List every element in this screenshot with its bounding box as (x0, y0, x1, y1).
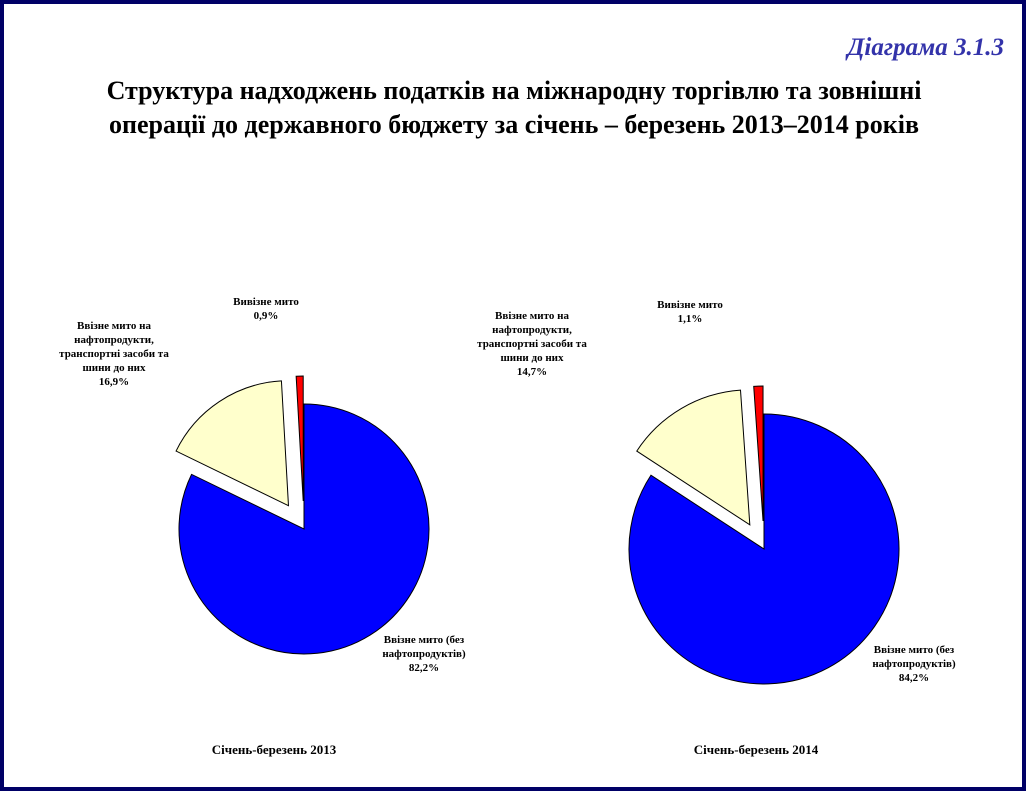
chart-title: Січень-березень 2013 (211, 742, 337, 757)
pie-slice (628, 413, 900, 685)
chart-title: Січень-березень 2014 (693, 742, 819, 757)
slice-label: Ввізне мито (без нафтопродуктів) 82,2% (359, 633, 489, 675)
value-label: 84,2% (898, 672, 930, 684)
value-label: 14,7% (516, 366, 548, 378)
category-label: Ввізне мито (без нафтопродуктів) (382, 634, 466, 660)
category-label: Ввізне мито на нафтопродукти, транспортн… (477, 310, 587, 364)
pie-slice (636, 389, 751, 526)
pie-slice (295, 375, 304, 502)
value-label: 1,1% (677, 313, 703, 325)
pie-slice (178, 403, 430, 655)
slice-label: Вивізне мито 1,1% (640, 298, 740, 326)
slice-label: Ввізне мито (без нафтопродуктів) 84,2% (849, 643, 979, 685)
pie-slice (753, 385, 764, 522)
category-label: Ввізне мито на нафтопродукти, транспортн… (59, 320, 169, 374)
slice-label: Ввізне мито на нафтопродукти, транспортн… (467, 309, 597, 379)
slice-label: Вивізне мито 0,9% (216, 295, 316, 323)
slice-label: Ввізне мито на нафтопродукти, транспортн… (54, 319, 174, 389)
category-label: Вивізне мито (233, 296, 299, 308)
value-label: 0,9% (253, 310, 279, 322)
charts (175, 375, 900, 685)
pie-slice (175, 380, 290, 507)
category-label: Вивізне мито (657, 299, 723, 311)
category-label: Ввізне мито (без нафтопродуктів) (872, 644, 956, 670)
diagram-label: Діаграма 3.1.3 (847, 34, 1004, 61)
value-label: 16,9% (98, 376, 130, 388)
title: Структура надходжень податків на міжнаро… (106, 76, 922, 139)
value-label: 82,2% (408, 662, 440, 674)
